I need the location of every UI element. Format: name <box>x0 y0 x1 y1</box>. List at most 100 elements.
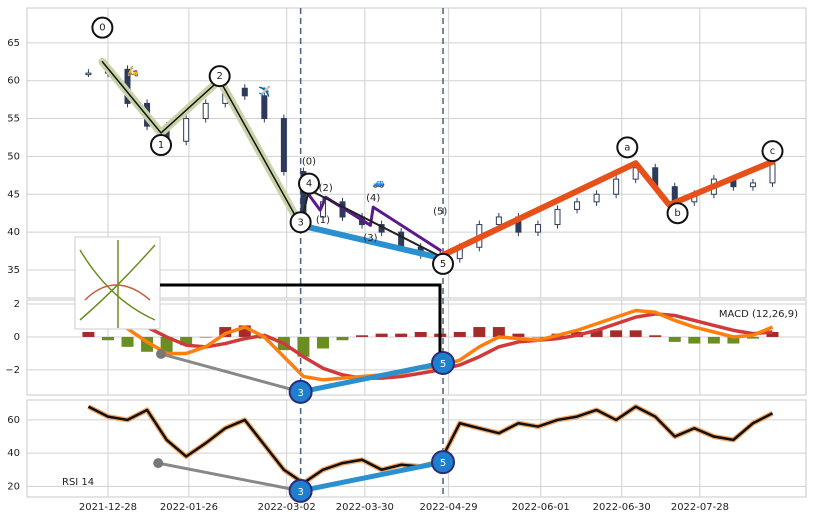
candle <box>202 102 209 120</box>
subwave-label: (3) <box>363 233 377 244</box>
histogram-bar <box>395 333 408 337</box>
wave-marker <box>298 172 321 195</box>
histogram-bar <box>610 330 623 337</box>
subwave-label: (4) <box>366 193 380 204</box>
candle <box>85 72 92 76</box>
y-tick-label: 20 <box>7 481 20 492</box>
histogram-bar <box>180 336 193 346</box>
y-tick-label: 0 <box>14 332 20 343</box>
histogram-bar <box>707 336 720 344</box>
divergence-label: 5 <box>440 359 446 370</box>
candle <box>554 208 561 226</box>
x-tick-label: 2021-12-28 <box>79 502 137 513</box>
histogram-bar <box>766 331 779 337</box>
histogram-bar <box>512 333 525 337</box>
candle <box>769 163 776 184</box>
y-tick-label: −2 <box>5 365 20 376</box>
divergence-line <box>300 459 444 494</box>
wave-marker <box>289 211 312 234</box>
histogram-bar <box>727 336 740 344</box>
histogram-bar <box>160 336 173 354</box>
wave-marker <box>432 252 455 275</box>
wave-label: 4 <box>306 179 312 190</box>
histogram-bar <box>688 336 701 344</box>
histogram-bar <box>668 336 681 342</box>
histogram-bar <box>336 336 349 341</box>
wave-marker <box>150 134 173 157</box>
histogram-bar <box>121 336 134 347</box>
wave-label: 5 <box>440 259 446 270</box>
histogram-bar <box>492 327 505 337</box>
wave-label: 1 <box>158 140 164 151</box>
histogram-bar <box>453 331 466 337</box>
candle <box>749 182 756 188</box>
divergence-line <box>157 461 301 493</box>
histogram-bar <box>629 330 642 337</box>
wave-label: 3 <box>297 217 303 228</box>
wave-label: b <box>674 208 680 219</box>
y-tick-label: 2 <box>14 299 20 310</box>
histogram-bar <box>297 336 310 357</box>
divergence-line <box>300 360 444 395</box>
icon: 🚙 <box>373 178 385 189</box>
wave-line <box>437 158 776 260</box>
candle <box>593 193 600 203</box>
histogram-bar <box>473 327 486 337</box>
histogram-bar <box>316 336 329 349</box>
divergence-line <box>160 352 302 394</box>
histogram-bar <box>199 336 212 338</box>
panel-label: MACD (12,26,9) <box>719 309 798 320</box>
y-tick-label: 40 <box>7 448 20 459</box>
candle <box>495 216 502 226</box>
wave-marker <box>208 65 231 88</box>
histogram-bar <box>414 331 427 337</box>
y-tick-label: 60 <box>7 415 20 426</box>
histogram-bar <box>649 335 662 337</box>
y-tick-label: 50 <box>7 151 20 162</box>
divergence-marker <box>431 450 456 475</box>
thumbnail <box>74 236 161 330</box>
divergence-start <box>156 348 167 359</box>
x-tick-label: 2022-04-29 <box>420 502 478 513</box>
wave-marker <box>91 16 114 39</box>
divergence-start <box>153 458 164 469</box>
x-tick-label: 2022-03-30 <box>336 502 394 513</box>
x-tick-label: 2022-03-02 <box>258 502 316 513</box>
histogram-bar <box>356 335 369 337</box>
divergence-marker <box>431 351 456 376</box>
connector <box>160 283 442 352</box>
y-tick-label: 45 <box>7 189 20 200</box>
histogram-bar <box>531 336 544 338</box>
y-tick-label: 65 <box>7 38 20 49</box>
wave-label: 0 <box>99 23 105 34</box>
icon: ✈️ <box>258 85 271 98</box>
wave-label: c <box>770 146 776 157</box>
thumbnail-sketch <box>79 240 156 328</box>
candle <box>534 224 541 233</box>
histogram-bar <box>375 333 388 337</box>
wave-marker <box>666 202 689 225</box>
wave-marker <box>616 136 639 159</box>
icon: 🛵 <box>127 66 140 78</box>
y-tick-label: 35 <box>7 265 20 276</box>
divergence-label: 3 <box>297 388 303 399</box>
histogram-bar <box>238 325 251 337</box>
histogram-bar <box>101 336 114 341</box>
x-tick-label: 2022-06-30 <box>593 502 651 513</box>
candle <box>261 95 268 120</box>
subwave-label: (0) <box>302 157 316 168</box>
histogram-bar <box>590 330 603 337</box>
wave-line <box>307 193 442 252</box>
divergence-marker <box>288 478 313 503</box>
x-tick-label: 2022-01-26 <box>160 502 218 513</box>
thumbnail-sketch <box>84 284 151 301</box>
y-tick-label: 55 <box>7 114 20 125</box>
wave-marker <box>761 140 784 163</box>
candle <box>280 118 287 173</box>
divergence-label: 5 <box>440 458 446 469</box>
y-tick-label: 40 <box>7 227 20 238</box>
candle <box>574 201 581 210</box>
candle <box>398 231 405 248</box>
divergence-label: 3 <box>297 487 303 498</box>
